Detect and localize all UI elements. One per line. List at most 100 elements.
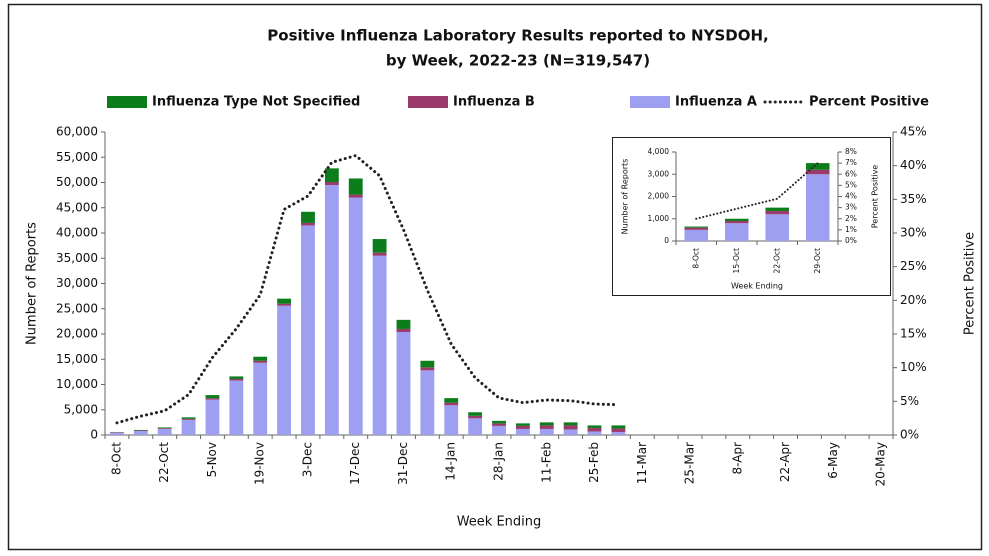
bar (277, 303, 292, 306)
y-tick-label: 4,000 (648, 147, 670, 156)
x-axis-label: Week Ending (731, 282, 783, 291)
x-tick-label: 22-Oct (772, 248, 781, 273)
bar (181, 418, 196, 420)
y2-tick-label: 7% (845, 158, 857, 167)
legend-label: Influenza B (453, 95, 535, 110)
x-tick-label: 19-Nov (253, 442, 267, 485)
bar (348, 197, 363, 435)
bar (372, 239, 387, 253)
bar (563, 425, 578, 430)
x-tick-label: 25-Mar (683, 442, 697, 484)
bar (611, 428, 626, 432)
x-tick-label: 6-May (826, 442, 840, 479)
bar (277, 298, 292, 304)
chart-title: Positive Influenza Laboratory Results re… (267, 27, 768, 45)
x-tick-label: 22-Apr (778, 442, 792, 482)
x-tick-label: 5-Nov (205, 442, 219, 477)
x-tick-label: 15-Oct (732, 248, 741, 273)
bar (765, 207, 789, 211)
bar (253, 362, 268, 435)
bar (229, 376, 244, 379)
bar (539, 425, 554, 429)
legend-label: Percent Positive (809, 95, 929, 110)
y-tick-label: 2,000 (648, 192, 670, 201)
bar (301, 225, 315, 435)
x-tick-label: 28-Jan (492, 442, 506, 481)
bar (611, 425, 626, 429)
bar (806, 163, 830, 170)
bar (765, 210, 789, 215)
frame (7, 3, 983, 551)
y-tick-label: 60,000 (56, 125, 98, 139)
y2-tick-label: 8% (845, 147, 857, 156)
bar (157, 427, 172, 429)
x-tick-label: 3-Dec (300, 442, 314, 477)
bar (205, 398, 220, 400)
bar (492, 420, 506, 424)
bar (253, 356, 268, 361)
y-tick-label: 50,000 (56, 175, 98, 189)
y2-axis-label: Percent Positive (871, 165, 880, 229)
bar (205, 395, 220, 399)
bar (725, 218, 749, 221)
bar (324, 181, 339, 186)
y-tick-label: 10,000 (56, 377, 98, 391)
bar (181, 419, 196, 435)
y-tick-label: 1,000 (648, 214, 670, 223)
x-tick-label: 8-Oct (691, 248, 700, 269)
y2-tick-label: 4% (845, 192, 857, 201)
y-axis-label: Number of Reports (25, 222, 40, 345)
x-tick-label: 20-May (874, 442, 888, 486)
bar (229, 378, 244, 381)
bar (725, 220, 749, 224)
bar (725, 223, 749, 241)
bar (420, 360, 435, 368)
bar (277, 305, 292, 435)
x-tick-label: 11-Feb (539, 442, 553, 483)
bar (468, 418, 483, 435)
y-tick-label: 25,000 (56, 301, 98, 315)
y2-tick-label: 40% (900, 158, 927, 172)
bar (563, 429, 578, 435)
legend-label: Influenza A (675, 95, 757, 110)
legend-swatch (107, 96, 147, 108)
y-tick-label: 3,000 (648, 169, 670, 178)
bar (587, 425, 602, 428)
bar (515, 425, 530, 429)
bar (133, 429, 148, 431)
x-tick-label: 31-Dec (396, 442, 410, 485)
bar (684, 229, 708, 241)
legend-swatch (630, 96, 670, 108)
percent-line (695, 162, 819, 220)
y2-tick-label: 1% (845, 225, 857, 234)
bar (181, 417, 196, 419)
y2-tick-label: 30% (900, 226, 927, 240)
percent-line (115, 153, 620, 425)
y-tick-label: 35,000 (56, 251, 98, 265)
y2-tick-label: 2% (845, 214, 857, 223)
bar (396, 328, 411, 332)
y2-tick-label: 15% (900, 327, 927, 341)
bar (396, 319, 411, 329)
bar (348, 178, 363, 195)
y2-tick-label: 35% (900, 192, 927, 206)
bar (110, 432, 124, 433)
bar (396, 331, 411, 435)
x-tick-label: 17-Dec (348, 442, 362, 485)
y-tick-label: 20,000 (56, 327, 98, 341)
bar (420, 370, 435, 435)
legend-label: Influenza Type Not Specified (152, 95, 360, 110)
bar (492, 423, 506, 426)
bar (806, 169, 830, 175)
y2-tick-label: 5% (900, 394, 919, 408)
y-tick-label: 15,000 (56, 352, 98, 366)
bar (324, 185, 339, 435)
bar (253, 360, 268, 363)
bar (372, 252, 387, 256)
y2-tick-label: 6% (845, 169, 857, 178)
y2-tick-label: 0% (900, 428, 919, 442)
bar (587, 431, 602, 435)
bar (420, 367, 435, 371)
bar (229, 380, 244, 435)
y-tick-label: 55,000 (56, 150, 98, 164)
